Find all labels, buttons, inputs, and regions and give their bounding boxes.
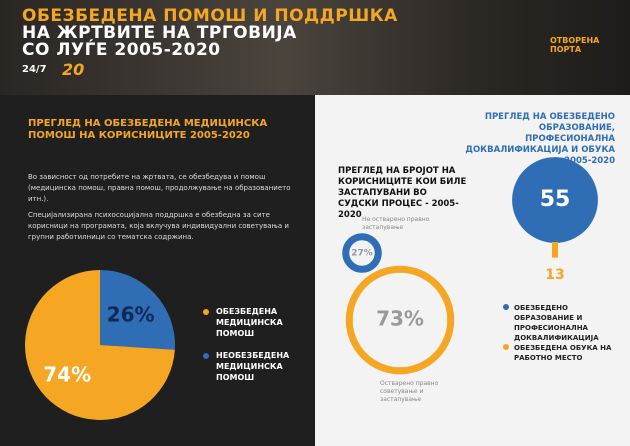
logo: ОТВОРЕНА ПОРТА (550, 36, 600, 54)
value-label: 55 (540, 187, 571, 212)
legend-label: ОБЕЗБЕДЕНО ОБРАЗОВАНИЕ И ПРОФЕСИОНАЛНА Д… (514, 304, 599, 342)
legend-dot (203, 309, 209, 315)
legend-label: НЕОБЕЗБЕДЕНА МЕДИЦИНСКА ПОМОШ (216, 351, 290, 382)
title: НА ЖРТВИТЕ НА ТРГОВИЈА (22, 23, 297, 43)
ring (342, 233, 382, 273)
circle (512, 157, 598, 243)
value-label: 27% (351, 249, 373, 259)
value-label: 26% (107, 303, 155, 327)
legend-label: ОБЕЗБЕДЕНА ОБУКА НА РАБОТНО МЕСТО (514, 344, 612, 362)
title: СО ЛУЃЕ 2005-2020 (22, 40, 221, 60)
logo: 20 (62, 60, 85, 79)
pie-slice (24, 270, 175, 420)
paragraph: Во зависност од потребите на жртвата, се… (28, 173, 291, 203)
section-title: ПРЕГЛЕД НА ОБЕЗБЕДЕНА МЕДИЦИНСКА ПОМОШ Н… (28, 118, 268, 141)
paragraph: Специјализирана психосоцијална поддршка … (28, 211, 289, 241)
legend-dot (503, 304, 509, 310)
title: ОБЕЗБЕДЕНА ПОМОШ И ПОДДРШКА (22, 6, 398, 26)
value-label: 74% (43, 362, 91, 386)
bar (552, 242, 558, 258)
ring (345, 265, 455, 375)
legend-dot (203, 353, 209, 359)
bubble-label: Не остварено правно застапување (362, 216, 430, 231)
legend-label: ОБЕЗБЕДЕНА МЕДИЦИНСКА ПОМОШ (216, 307, 283, 338)
logo: 24/7 (22, 64, 47, 75)
section-title: ПРЕГЛЕД НА ОБЕЗБЕДЕНО ОБРАЗОВАНИЕ, ПРОФЕ… (465, 112, 615, 166)
legend-dot (503, 344, 509, 350)
section-title: ПРЕГЛЕД НА БРОЈОТ НА КОРИСНИЦИТЕ КОИ БИЛ… (338, 166, 467, 220)
pie-slice (100, 270, 175, 350)
value-label: 73% (376, 307, 424, 331)
bubble-label: Остварено правно советување и застапувањ… (380, 380, 439, 403)
value-label: 13 (545, 267, 564, 283)
header-band (0, 0, 630, 95)
